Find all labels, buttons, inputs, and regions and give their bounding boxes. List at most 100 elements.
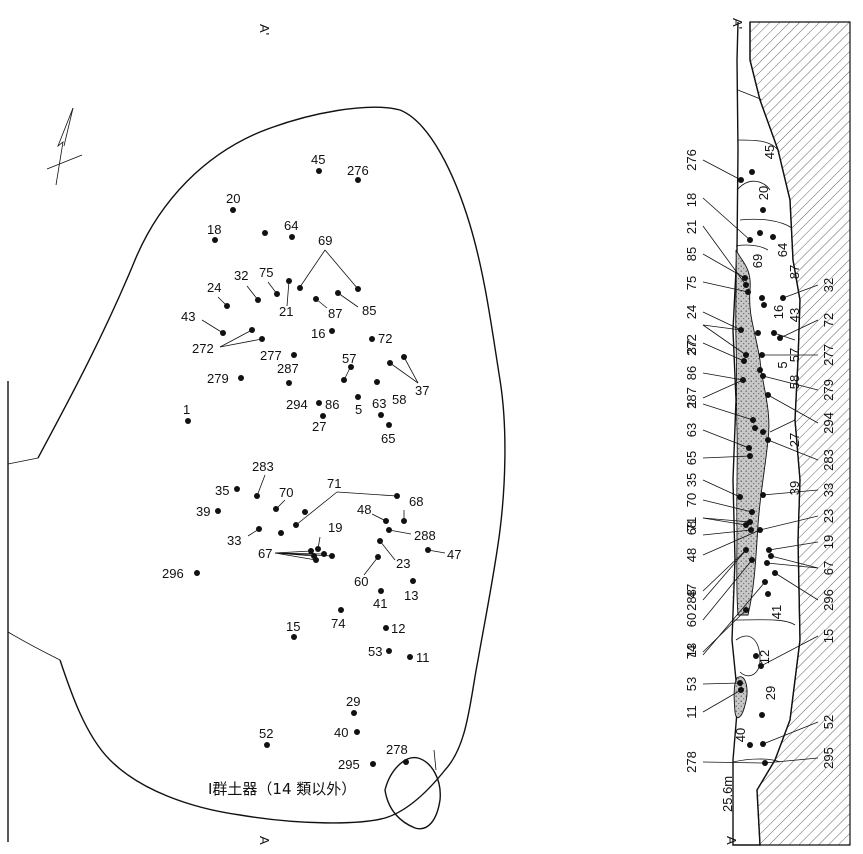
- section-artifact-label: 64: [775, 243, 790, 257]
- artifact-point: [212, 237, 218, 243]
- artifact-point: [215, 508, 221, 514]
- section-artifact-label: 27: [787, 433, 802, 447]
- artifact-label: 41: [373, 596, 387, 611]
- artifact-label: 23: [396, 556, 410, 571]
- artifact-point: [407, 654, 413, 660]
- section-leader-lines: [702, 159, 819, 764]
- artifact-point: [255, 297, 261, 303]
- section-dotted-layer: [732, 280, 737, 610]
- section-artifact-label: 283: [821, 449, 836, 471]
- artifact-point: [329, 553, 335, 559]
- artifact-point: [286, 380, 292, 386]
- artifact-label: 87: [328, 306, 342, 321]
- artifact-point: [383, 518, 389, 524]
- artifact-point: [321, 551, 327, 557]
- artifact-point: [394, 493, 400, 499]
- artifact-point: [338, 607, 344, 613]
- artifact-point: [291, 634, 297, 640]
- artifact-point: [315, 546, 321, 552]
- artifact-label: 16: [311, 326, 325, 341]
- north-arrow-icon: [46, 107, 83, 186]
- artifact-point: [278, 530, 284, 536]
- artifact-point: [249, 327, 255, 333]
- plan-artifact-labels: 69 32 75 24 21 87 85 43 272 72 57 37 86 58 294 63 27 65 28…: [181, 233, 461, 631]
- artifact-point: [274, 291, 280, 297]
- artifact-label: 57: [342, 351, 356, 366]
- section-artifact-label: 295: [821, 747, 836, 769]
- section-artifact-label: 288: [684, 589, 699, 611]
- artifact-label: 294: [286, 397, 308, 412]
- artifact-point: [375, 554, 381, 560]
- section-artifact-label: 68: [684, 521, 699, 535]
- artifact-point: [238, 375, 244, 381]
- artifact-point: [378, 412, 384, 418]
- section-artifact-label: 74: [684, 645, 699, 659]
- artifact-label: 277: [260, 348, 282, 363]
- artifact-label: 53: [368, 644, 382, 659]
- section-artifact-label: 52: [821, 715, 836, 729]
- plan-artifact-points: 45 276 20 18 64 16 277 279 287 5 1 35 39 296 15 12 53 11 2…: [162, 152, 431, 772]
- section-artifact-label: 32: [821, 278, 836, 292]
- section-artifact-label: 20: [756, 186, 771, 200]
- artifact-label: 85: [362, 303, 376, 318]
- section-artifact-label: 37: [684, 340, 699, 354]
- section-artifact-label: 35: [684, 473, 699, 487]
- section-artifact-label: 86: [684, 366, 699, 380]
- artifact-point: [378, 588, 384, 594]
- artifact-point: [224, 303, 230, 309]
- artifact-point: [403, 759, 409, 765]
- section-artifact-label: 85: [684, 247, 699, 261]
- artifact-point: [293, 522, 299, 528]
- artifact-point: [302, 509, 308, 515]
- artifact-point: [297, 285, 303, 291]
- artifact-label: 288: [414, 528, 436, 543]
- artifact-label: 21: [279, 304, 293, 319]
- section-artifact-label: 53: [684, 677, 699, 691]
- section-artifact-label: 277: [821, 344, 836, 366]
- artifact-label: 20: [226, 191, 240, 206]
- artifact-point: [264, 742, 270, 748]
- section-artifact-label: 60: [684, 613, 699, 627]
- section-artifact-label: 67: [821, 561, 836, 575]
- artifact-point: [369, 336, 375, 342]
- artifact-point: [374, 379, 380, 385]
- artifact-label: 40: [334, 725, 348, 740]
- section-artifact-label: 45: [762, 145, 777, 159]
- section-artifact-label: 72: [821, 313, 836, 327]
- artifact-label: 287: [277, 361, 299, 376]
- section-artifact-label: 41: [769, 605, 784, 619]
- artifact-point: [370, 761, 376, 767]
- artifact-point: [401, 354, 407, 360]
- section-artifact-label: 58: [787, 375, 802, 389]
- artifact-label: 69: [318, 233, 332, 248]
- artifact-point: [425, 547, 431, 553]
- artifact-label: 24: [207, 280, 221, 295]
- section-artifact-label: 39: [787, 481, 802, 495]
- artifact-point: [256, 526, 262, 532]
- artifact-label: 35: [215, 483, 229, 498]
- artifact-label: 86: [325, 397, 339, 412]
- artifact-label: 68: [409, 494, 423, 509]
- plan-section-mark-bottom: A: [257, 836, 272, 845]
- artifact-point: [383, 625, 389, 631]
- artifact-label: 74: [331, 616, 345, 631]
- artifact-point: [289, 234, 295, 240]
- artifact-point: [387, 360, 393, 366]
- artifact-point: [259, 336, 265, 342]
- artifact-label: 33: [227, 533, 241, 548]
- artifact-label: 39: [196, 504, 210, 519]
- elevation-label: 25.6m: [720, 776, 735, 812]
- artifact-label: 27: [312, 419, 326, 434]
- artifact-label: 5: [355, 402, 362, 417]
- section-artifact-label: 19: [821, 535, 836, 549]
- section-artifact-label: 40: [733, 728, 748, 742]
- artifact-label: 13: [404, 588, 418, 603]
- section-artifact-label: 1: [684, 400, 699, 407]
- artifact-label: 283: [252, 459, 274, 474]
- artifact-point: [273, 506, 279, 512]
- artifact-label: 45: [311, 152, 325, 167]
- artifact-point: [377, 538, 383, 544]
- artifact-point: [234, 486, 240, 492]
